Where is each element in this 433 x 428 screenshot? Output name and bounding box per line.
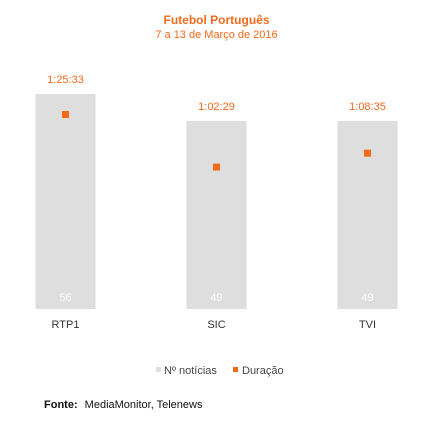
duration-label-rtp1: 1:25:33: [47, 74, 84, 86]
chart-subtitle: 7 a 13 de Março de 2016: [155, 29, 277, 41]
bar-sic: [186, 120, 247, 309]
source-label: Fonte:: [44, 399, 78, 411]
legend-swatch-duracao: [233, 367, 238, 372]
category-label-rtp1: RTP1: [52, 319, 80, 331]
category-label-sic: SIC: [207, 319, 225, 331]
count-label-sic: 49: [210, 292, 222, 304]
legend: Nº notícias Duração: [156, 365, 284, 377]
category-label-tvi: TVI: [359, 319, 376, 331]
chart-title: Futebol Português: [164, 13, 270, 27]
bar-rtp1: [35, 94, 96, 309]
duration-label-sic: 1:02:29: [198, 101, 235, 113]
labels-layer: 1:25:33 56 RTP1 1:02:29 49 SIC 1:08:35 49 TVI: [47, 74, 386, 331]
legend-label-duracao: Duração: [242, 365, 284, 377]
marker-rtp1: [62, 111, 69, 118]
legend-label-noticias: Nº notícias: [164, 365, 217, 377]
bar-tvi: [337, 120, 398, 309]
markers-layer: [62, 111, 371, 171]
count-label-rtp1: 56: [59, 292, 71, 304]
source-line: Fonte: MediaMonitor, Telenews: [44, 399, 203, 411]
source-text: MediaMonitor, Telenews: [85, 399, 203, 411]
duration-label-tvi: 1:08:35: [349, 101, 386, 113]
legend-swatch-noticias: [156, 367, 161, 372]
count-label-tvi: 49: [361, 292, 373, 304]
marker-sic: [213, 163, 220, 171]
marker-tvi: [364, 149, 371, 157]
bars-layer: [35, 94, 398, 309]
